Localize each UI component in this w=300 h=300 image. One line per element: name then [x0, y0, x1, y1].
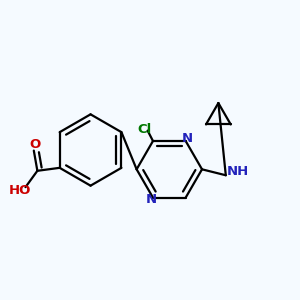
Text: HO: HO [8, 184, 31, 197]
Text: N: N [182, 132, 193, 145]
Text: NH: NH [226, 165, 249, 178]
Text: N: N [146, 193, 157, 206]
Text: O: O [29, 138, 40, 151]
Text: Cl: Cl [137, 123, 152, 136]
